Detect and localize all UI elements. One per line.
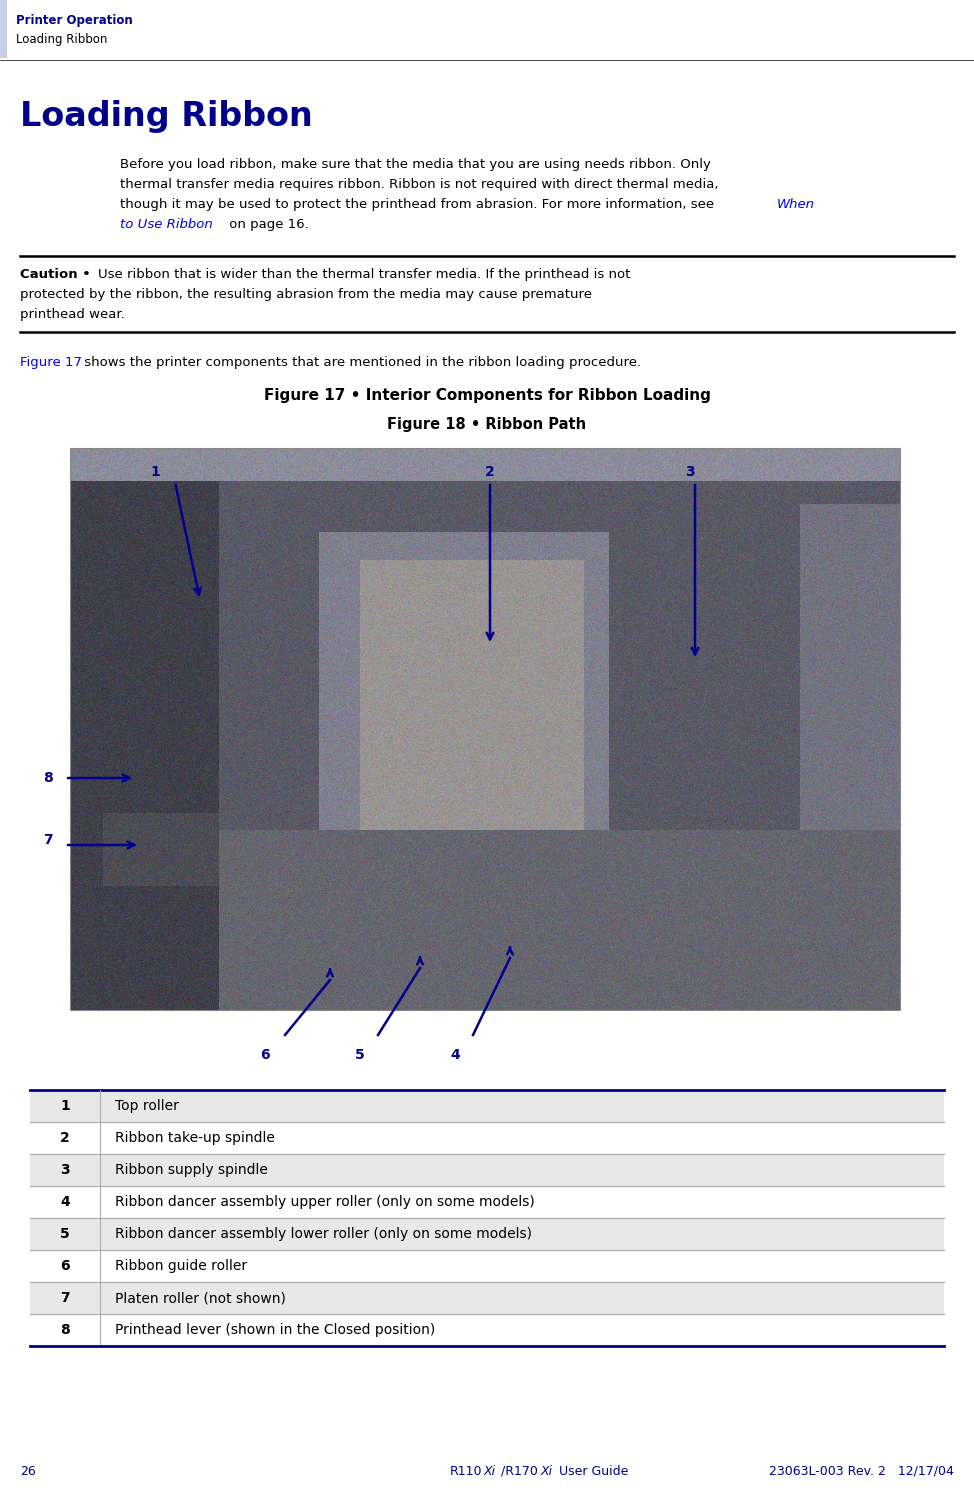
Text: 1: 1	[60, 1099, 70, 1113]
Text: Loading Ribbon: Loading Ribbon	[16, 33, 107, 47]
Text: Figure 17 • Interior Components for Ribbon Loading: Figure 17 • Interior Components for Ribb…	[264, 389, 710, 404]
Text: to Use Ribbon: to Use Ribbon	[120, 218, 212, 230]
Bar	[30, 1218, 944, 1250]
Text: Use ribbon that is wider than the thermal transfer media. If the printhead is no: Use ribbon that is wider than the therma…	[98, 268, 630, 282]
Text: R110: R110	[449, 1465, 482, 1477]
Bar	[70, 447, 900, 1011]
Text: Ribbon supply spindle: Ribbon supply spindle	[115, 1163, 268, 1178]
Text: 4: 4	[60, 1194, 70, 1209]
Bar	[30, 1250, 944, 1282]
Text: 7: 7	[60, 1291, 70, 1306]
Text: printhead wear.: printhead wear.	[20, 309, 125, 321]
Text: Xi: Xi	[541, 1465, 553, 1477]
Text: Caution •: Caution •	[20, 268, 100, 282]
Text: 1: 1	[150, 465, 160, 479]
Bar	[30, 1187, 944, 1218]
Text: 4: 4	[450, 1048, 460, 1062]
Text: Platen roller (not shown): Platen roller (not shown)	[115, 1291, 286, 1306]
Bar	[30, 1315, 944, 1346]
Bar	[0, 0, 7, 59]
Text: Before you load ribbon, make sure that the media that you are using needs ribbon: Before you load ribbon, make sure that t…	[120, 158, 711, 172]
Text: Xi: Xi	[484, 1465, 496, 1477]
Text: 2: 2	[485, 465, 495, 479]
Text: 3: 3	[60, 1163, 70, 1178]
Bar	[30, 1090, 944, 1122]
Text: 3: 3	[685, 465, 694, 479]
Text: on page 16.: on page 16.	[225, 218, 309, 230]
Text: Loading Ribbon: Loading Ribbon	[20, 99, 313, 133]
Text: though it may be used to protect the printhead from abrasion. For more informati: though it may be used to protect the pri…	[120, 197, 719, 211]
Text: 26: 26	[20, 1465, 36, 1477]
Text: Printer Operation: Printer Operation	[16, 14, 132, 27]
Text: 5: 5	[60, 1227, 70, 1241]
Text: 2: 2	[60, 1131, 70, 1145]
Text: /R170: /R170	[501, 1465, 538, 1477]
Text: 6: 6	[260, 1048, 270, 1062]
Text: protected by the ribbon, the resulting abrasion from the media may cause prematu: protected by the ribbon, the resulting a…	[20, 288, 592, 301]
Text: 23063L-003 Rev. 2   12/17/04: 23063L-003 Rev. 2 12/17/04	[769, 1465, 954, 1477]
Text: Printhead lever (shown in the Closed position): Printhead lever (shown in the Closed pos…	[115, 1322, 435, 1337]
Text: Top roller: Top roller	[115, 1099, 179, 1113]
Bar	[30, 1282, 944, 1315]
Text: Figure 17: Figure 17	[20, 355, 82, 369]
Text: Ribbon dancer assembly lower roller (only on some models): Ribbon dancer assembly lower roller (onl…	[115, 1227, 532, 1241]
Text: Ribbon dancer assembly upper roller (only on some models): Ribbon dancer assembly upper roller (onl…	[115, 1194, 535, 1209]
Bar	[30, 1122, 944, 1154]
Text: 8: 8	[60, 1322, 70, 1337]
Text: Figure 18 • Ribbon Path: Figure 18 • Ribbon Path	[388, 417, 586, 432]
Text: 6: 6	[60, 1259, 70, 1273]
Bar	[30, 1154, 944, 1187]
Text: User Guide: User Guide	[555, 1465, 628, 1477]
Text: When: When	[777, 197, 815, 211]
Text: 5: 5	[356, 1048, 365, 1062]
Text: Ribbon take-up spindle: Ribbon take-up spindle	[115, 1131, 275, 1145]
Text: thermal transfer media requires ribbon. Ribbon is not required with direct therm: thermal transfer media requires ribbon. …	[120, 178, 719, 191]
Text: 8: 8	[43, 771, 53, 785]
Text: shows the printer components that are mentioned in the ribbon loading procedure.: shows the printer components that are me…	[80, 355, 641, 369]
Text: 7: 7	[43, 833, 53, 846]
Text: Ribbon guide roller: Ribbon guide roller	[115, 1259, 247, 1273]
